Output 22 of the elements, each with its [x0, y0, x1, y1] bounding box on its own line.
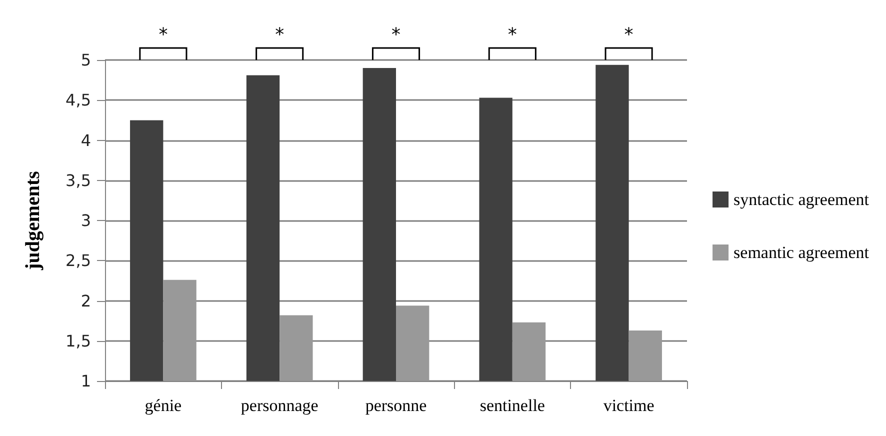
x-tick-label: sentinelle: [480, 396, 545, 415]
legend-label: semantic agreement: [734, 243, 870, 262]
text: *: [158, 24, 168, 46]
x-tick-label: personne: [365, 396, 427, 415]
y-tick-label: 1,5: [66, 331, 91, 350]
y-tick-label: 3: [80, 211, 91, 230]
y-tick-label: 2: [80, 291, 91, 310]
y-tick-label: 1: [80, 372, 91, 390]
text: *: [275, 24, 284, 46]
y-axis-title: judgements: [22, 170, 44, 271]
text: *: [624, 24, 634, 46]
text: *: [508, 24, 517, 46]
x-tick-label: génie: [144, 396, 182, 415]
y-tick-label: 3,5: [66, 170, 91, 190]
legend-label: syntactic agreement: [734, 190, 870, 209]
y-tick-label: 4: [80, 130, 91, 150]
y-tick-label: 4,5: [66, 90, 91, 110]
y-tick-label: 5: [80, 50, 91, 70]
text: *: [392, 24, 400, 46]
x-tick-label: victime: [603, 396, 654, 415]
x-tick-label: personnage: [240, 396, 318, 415]
y-tick-label: 2,5: [66, 251, 91, 270]
